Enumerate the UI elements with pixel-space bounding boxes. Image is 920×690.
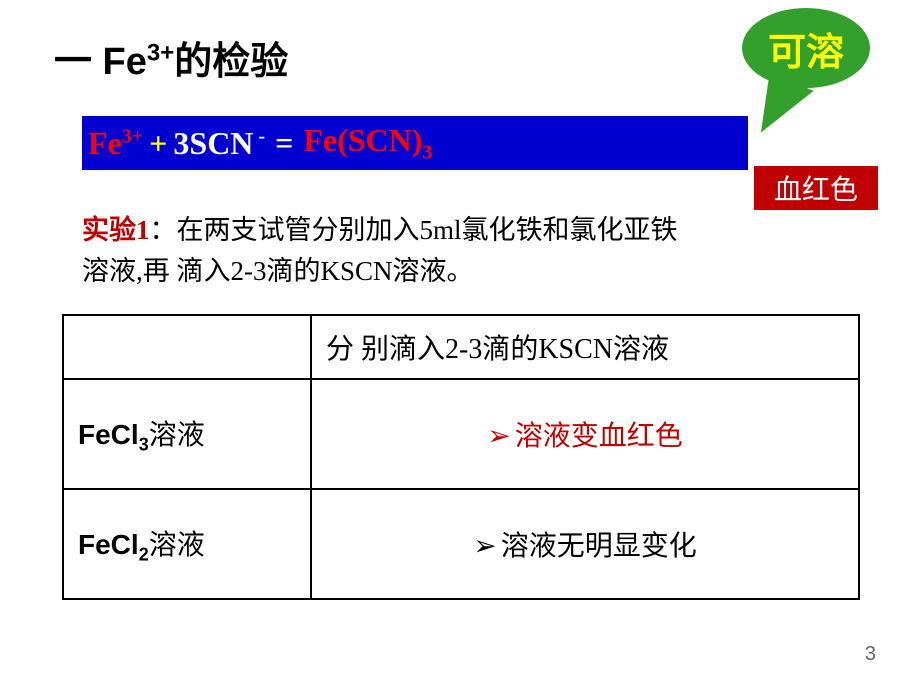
equation-scn: 3SCN - [173,125,265,162]
title-sup: 3+ [147,39,174,66]
table-row1-compound: FeCl3溶液 [63,379,311,489]
table-row: FeCl3溶液 ➢溶液变血红色 [63,379,859,489]
table-row: FeCl2溶液 ➢溶液无明显变化 [63,489,859,599]
equation-product: Fe(SCN)3 [303,122,432,164]
table-row2-compound: FeCl2溶液 [63,489,311,599]
table-header-empty [63,315,311,379]
equation-box: Fe3+ + 3SCN - = Fe(SCN)3 [82,116,748,170]
equation-fe: Fe3+ [88,125,143,162]
equation-plus: + [149,125,167,162]
page-number: 3 [865,643,876,666]
table-header-right: 分 别滴入2-3滴的KSCN溶液 [311,315,859,379]
soluble-bubble: 可溶 [742,8,870,88]
experiment-label: 实验1 [82,215,150,245]
bullet-icon: ➢ [487,420,510,451]
bullet-icon: ➢ [473,530,496,561]
table-row1-result: ➢溶液变血红色 [311,379,859,489]
page-title: 一 Fe3+的检验 [54,30,288,85]
bubble-text: 可溶 [768,21,844,76]
title-suffix: 的检验 [174,41,288,83]
equation-equals: = [275,125,293,162]
experiment-colon: ： [150,215,177,245]
results-table: 分 别滴入2-3滴的KSCN溶液 FeCl3溶液 ➢溶液变血红色 FeCl2溶液… [62,314,860,600]
title-prefix: 一 Fe [54,41,147,83]
experiment-text: 实验1：在两支试管分别加入5ml氯化铁和氯化亚铁溶液,再 滴入2-3滴的KSCN… [82,210,702,291]
blood-red-label: 血红色 [754,166,878,210]
table-row2-result: ➢溶液无明显变化 [311,489,859,599]
red-label-text: 血红色 [774,168,858,208]
table-header-row: 分 别滴入2-3滴的KSCN溶液 [63,315,859,379]
